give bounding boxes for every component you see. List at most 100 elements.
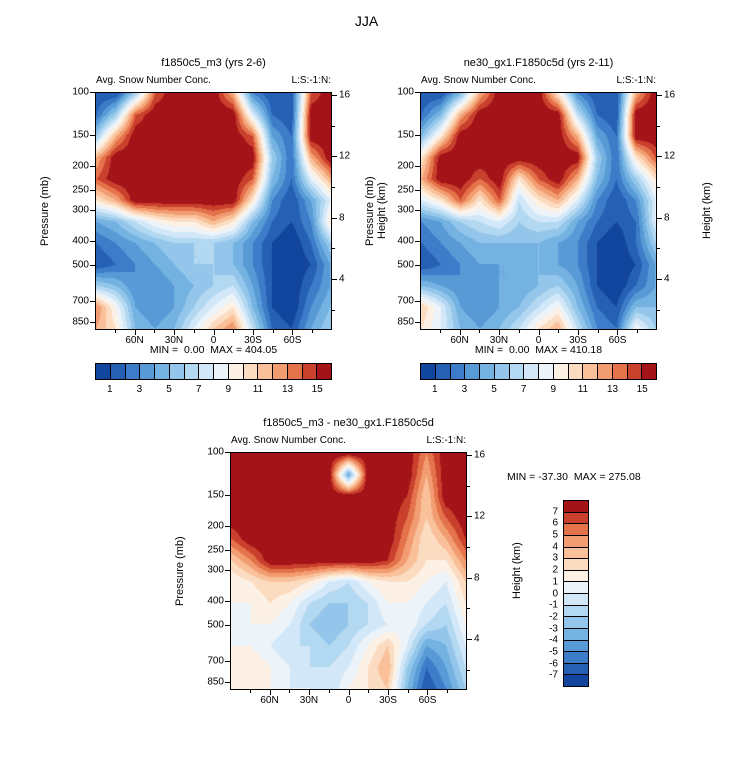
height-tick-mark <box>332 156 337 158</box>
latitude-tick-mark <box>213 330 215 335</box>
latitude-tick-label: 60S <box>418 695 437 706</box>
latitude-tick-label: 60S <box>608 335 627 346</box>
height-minor-tick-mark <box>332 248 335 250</box>
height-tick-label: 4 <box>664 273 670 285</box>
height-minor-tick-mark <box>332 125 335 127</box>
heatmap-plot <box>95 92 332 330</box>
colorbar-cell <box>227 363 244 380</box>
colorbar-tick-label: 5 <box>552 529 558 541</box>
pressure-tick-mark <box>415 209 420 211</box>
colorbar-tick-label: -6 <box>549 658 558 670</box>
latitude-tick-label: 0 <box>345 695 352 706</box>
height-minor-tick-mark <box>467 485 470 487</box>
panel-subtitle-right: L:S:-1:N: <box>291 75 331 86</box>
pressure-tick-mark <box>225 569 230 571</box>
height-tick-label: 12 <box>339 150 351 162</box>
pressure-tick-mark <box>415 166 420 168</box>
colorbar-tick-label: 1 <box>552 576 558 588</box>
latitude-tick-mark <box>253 330 254 335</box>
pressure-tick-mark <box>415 321 420 323</box>
height-tick-label: 8 <box>339 212 345 224</box>
latitude-minor-tick-mark <box>518 330 520 333</box>
colorbar-cell <box>198 363 214 380</box>
latitude-tick-label: 0 <box>210 335 217 346</box>
pressure-tick-mark <box>90 190 95 192</box>
pressure-tick-mark <box>225 624 230 626</box>
latitude-minor-tick-mark <box>154 330 156 333</box>
pressure-tick-label: 250 <box>207 544 224 556</box>
pressure-tick-mark <box>225 495 230 497</box>
height-minor-tick-mark <box>467 547 470 549</box>
colorbar-tick-label: 2 <box>552 564 558 576</box>
pressure-tick-label: 700 <box>72 295 89 307</box>
pressure-tick-label: 850 <box>397 316 414 327</box>
colorbar-cell <box>316 363 332 380</box>
colorbar-cell <box>582 363 598 380</box>
colorbar-strip <box>420 363 657 380</box>
pressure-tick-mark <box>90 92 95 93</box>
colorbar-cell <box>168 363 185 380</box>
latitude-minor-tick-mark <box>439 330 441 333</box>
latitude-tick-label: 30N <box>164 335 184 346</box>
height-tick-mark <box>467 455 472 457</box>
pressure-tick-label: 700 <box>397 295 414 307</box>
colorbar-tick-label: 9 <box>225 384 232 395</box>
colorbar-tick-label: 3 <box>136 384 143 395</box>
colorbar-tick-label: -1 <box>549 599 558 611</box>
colorbar-cell <box>479 363 495 380</box>
latitude-tick-label: 60N <box>450 335 469 346</box>
pressure-tick-label: 400 <box>207 595 224 607</box>
colorbar-cell <box>611 363 628 380</box>
colorbar-cell <box>420 363 436 380</box>
colorbar-cell <box>493 363 510 380</box>
latitude-minor-tick-mark <box>233 330 235 333</box>
height-tick-mark <box>657 95 662 97</box>
colorbar-cell <box>242 363 259 380</box>
difference-minmax-text: MIN = -37.30 MAX = 275.08 <box>507 471 641 483</box>
latitude-tick-label: 60N <box>260 695 279 706</box>
latitude-tick-label: 30N <box>489 335 509 346</box>
latitude-tick-mark <box>578 330 579 335</box>
height-tick-label: 12 <box>474 510 486 522</box>
pressure-tick-mark <box>90 166 95 168</box>
panel-ne30-gx1: ne30_gx1.F1850c5d (yrs 2-11) Avg. Snow N… <box>364 57 713 395</box>
pressure-tick-mark <box>225 600 230 602</box>
panel-subtitle-left: Avg. Snow Number Conc. <box>421 75 536 86</box>
pressure-tick-mark <box>415 135 420 137</box>
figure-title: JJA <box>354 13 379 29</box>
latitude-tick-mark <box>617 330 619 335</box>
latitude-minor-tick-mark <box>328 690 330 693</box>
colorbar-tick-label: -7 <box>549 669 558 681</box>
pressure-tick-label: 500 <box>397 259 414 271</box>
colorbar-tick-label: 11 <box>577 384 589 395</box>
latitude-minor-tick-mark <box>637 330 639 333</box>
pressure-tick-mark <box>90 264 95 266</box>
pressure-tick-label: 100 <box>72 86 89 98</box>
latitude-tick-label: 0 <box>535 335 542 346</box>
panel-subtitle-right: L:S:-1:N: <box>426 435 466 446</box>
latitude-minor-tick-mark <box>289 690 291 693</box>
heatmap-canvas <box>96 93 331 329</box>
latitude-tick-label: 60S <box>283 335 302 346</box>
minmax-text: MIN = 0.00 MAX = 410.18 <box>474 344 603 356</box>
panel-f1850c5-m3: f1850c5_m3 (yrs 2-6) Avg. Snow Number Co… <box>39 57 388 395</box>
colorbar-tick-label: 9 <box>550 384 557 395</box>
colorbar-tick-label: -3 <box>549 623 558 635</box>
panel-title: f1850c5_m3 - ne30_gx1.F1850c5d <box>263 417 434 429</box>
panel-subtitle-left: Avg. Snow Number Conc. <box>231 435 346 446</box>
colorbar-tick-label: 5 <box>166 384 172 395</box>
height-tick-mark <box>657 279 662 281</box>
latitude-minor-tick-mark <box>597 330 599 333</box>
latitude-tick-mark <box>388 690 389 695</box>
latitude-tick-label: 30N <box>299 695 319 706</box>
pressure-tick-label: 500 <box>72 259 89 271</box>
colorbar-cell <box>538 363 554 380</box>
height-minor-tick-mark <box>332 187 335 189</box>
pressure-tick-mark <box>225 526 230 528</box>
colorbar-cell <box>434 363 451 380</box>
colorbar-tick-label: 5 <box>491 384 497 395</box>
latitude-minor-tick-mark <box>558 330 560 333</box>
pressure-tick-mark <box>90 209 95 211</box>
colorbar-cell <box>552 363 569 380</box>
